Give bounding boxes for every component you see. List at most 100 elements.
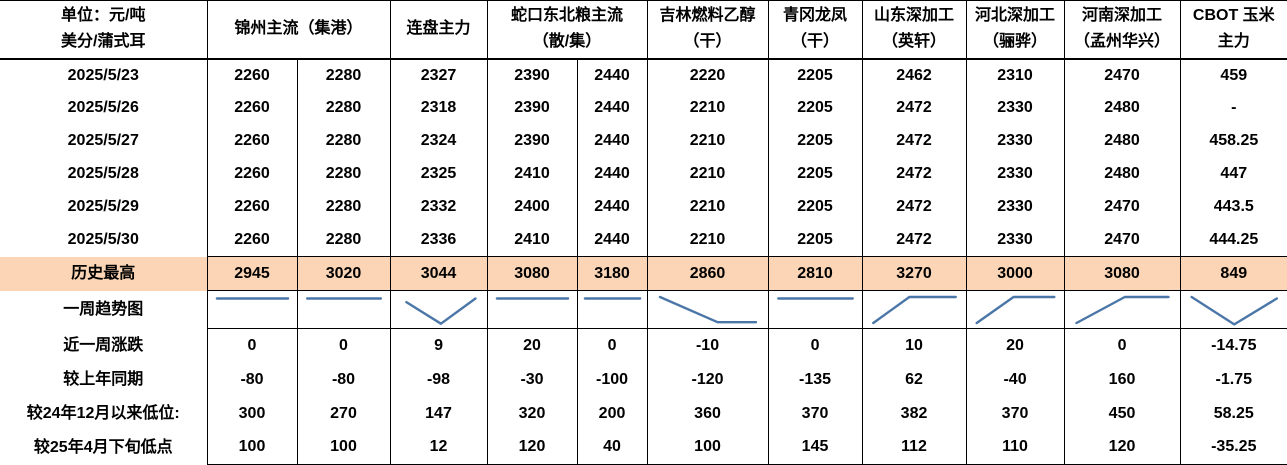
column-header-label: 吉林燃料乙醇	[659, 7, 756, 25]
row-label: 近一周涨跌	[63, 336, 144, 354]
sparkline-cell	[1063, 290, 1181, 329]
column-header-label: CBOT 玉米	[1192, 7, 1275, 25]
sparkline	[769, 292, 862, 328]
column-header-label: 青冈龙凤	[783, 7, 848, 25]
price-cell: 2260	[206, 58, 297, 92]
price-cell: 2280	[296, 58, 391, 92]
price-cell: 2440	[576, 157, 648, 191]
sparkline	[391, 292, 487, 328]
column-header-label: （散/集）	[532, 33, 602, 51]
price-cell: 2945	[206, 256, 297, 291]
unit-line: 单位：元/吨	[61, 7, 146, 25]
price-cell: 2462	[861, 58, 967, 92]
row-label: 2025/5/26	[67, 99, 139, 116]
sparkline	[1065, 292, 1180, 328]
price-cell: 3270	[861, 256, 967, 291]
price-cell: 12	[389, 430, 488, 465]
price-cell: -35.25	[1179, 430, 1287, 465]
price-cell: 2440	[576, 91, 648, 125]
row-label: 一周趋势图	[63, 300, 144, 318]
sparkline	[1181, 292, 1287, 328]
column-header-jilin-ethanol: 吉林燃料乙醇 （干）	[646, 0, 769, 60]
price-cell: 2260	[206, 190, 297, 224]
price-cell: 0	[206, 328, 297, 363]
table-row: 2025/5/26 2260 2280 2318 2390 2440 2210 2205 247…	[0, 91, 1287, 125]
price-cell: 2330	[965, 223, 1065, 257]
table-row: 较上年同期 -80 -80 -98 -30 -100 -120 -135 62 -40 160 -1.…	[0, 362, 1287, 397]
price-cell: -135	[767, 362, 863, 397]
price-cell: 2220	[646, 58, 769, 92]
price-cell: 100	[646, 430, 769, 465]
price-cell: 2860	[646, 256, 769, 291]
sparkline	[488, 292, 577, 328]
price-cell: 3080	[486, 256, 578, 291]
price-cell: 450	[1063, 396, 1181, 431]
price-cell: 447	[1179, 157, 1287, 191]
price-cell: 459	[1179, 58, 1287, 92]
column-header-label: 河北深加工	[975, 7, 1056, 25]
price-cell: 3000	[965, 256, 1065, 291]
column-header-label: 主力	[1217, 33, 1250, 51]
price-cell: 145	[767, 430, 863, 465]
column-header-shekou: 蛇口东北粮主流 （散/集）	[486, 0, 648, 60]
price-cell: 2210	[646, 223, 769, 257]
price-cell: 2205	[767, 190, 863, 224]
price-cell: 2330	[965, 157, 1065, 191]
price-cell: 100	[206, 430, 297, 465]
price-cell: 2205	[767, 58, 863, 92]
price-cell: -98	[389, 362, 488, 397]
price-cell: 58.25	[1179, 396, 1287, 431]
price-cell: 370	[767, 396, 863, 431]
price-cell: 2472	[861, 157, 967, 191]
row-label: 2025/5/29	[67, 198, 139, 215]
price-cell: 2470	[1063, 190, 1181, 224]
table-row: 历史最高 2945 3020 3044 3080 3180 2860 2810 3270 3000…	[0, 256, 1287, 291]
sparkline-cell	[1179, 290, 1287, 329]
column-header-label: （英轩）	[882, 33, 947, 51]
price-cell: 2310	[965, 58, 1065, 92]
price-cell: 2470	[1063, 223, 1181, 257]
price-cell: 2327	[389, 58, 488, 92]
price-cell: 300	[206, 396, 297, 431]
price-cell: 2480	[1063, 91, 1181, 125]
price-cell: 2390	[486, 124, 578, 158]
price-cell: -14.75	[1179, 328, 1287, 363]
row-label: 2025/5/27	[67, 132, 139, 149]
price-cell: 200	[576, 396, 648, 431]
price-cell: 2280	[296, 223, 391, 257]
sparkline	[648, 292, 768, 328]
unit-line: 美分/蒲式耳	[61, 33, 146, 51]
price-cell: 2410	[486, 223, 578, 257]
column-header-dalian-futures: 连盘主力	[389, 0, 488, 60]
price-cell: 20	[965, 328, 1065, 363]
price-cell: 2336	[389, 223, 488, 257]
table-row: 较25年4月下旬低点 100 100 12 120 40 100 145 112 110 120 -3…	[0, 430, 1287, 465]
price-table-body: 2025/5/23 2260 2280 2327 2390 2440 2220 2205 246…	[0, 58, 1287, 465]
table-row: 近一周涨跌 0 0 9 20 0 -10 0 10 20 0 -14.75	[0, 328, 1287, 363]
price-cell: 2810	[767, 256, 863, 291]
price-cell: 2472	[861, 124, 967, 158]
price-cell: 382	[861, 396, 967, 431]
price-cell: 2330	[965, 190, 1065, 224]
price-cell: 320	[486, 396, 578, 431]
price-cell: 2325	[389, 157, 488, 191]
price-cell: -	[1179, 91, 1287, 125]
price-cell: 2440	[576, 58, 648, 92]
price-cell: 3044	[389, 256, 488, 291]
price-cell: 2210	[646, 190, 769, 224]
table-row: 2025/5/30 2260 2280 2336 2410 2440 2210 2205 247…	[0, 223, 1287, 257]
price-cell: 0	[296, 328, 391, 363]
price-cell: 2470	[1063, 58, 1181, 92]
price-cell: -120	[646, 362, 769, 397]
price-cell: 458.25	[1179, 124, 1287, 158]
price-cell: 2260	[206, 223, 297, 257]
price-cell: 2205	[767, 223, 863, 257]
price-cell: 2472	[861, 223, 967, 257]
sparkline-cell	[767, 290, 863, 329]
price-cell: 20	[486, 328, 578, 363]
unit-header: 单位：元/吨 美分/蒲式耳	[0, 0, 207, 60]
price-cell: 2390	[486, 58, 578, 92]
price-cell: 2260	[206, 157, 297, 191]
price-cell: 2260	[206, 124, 297, 158]
